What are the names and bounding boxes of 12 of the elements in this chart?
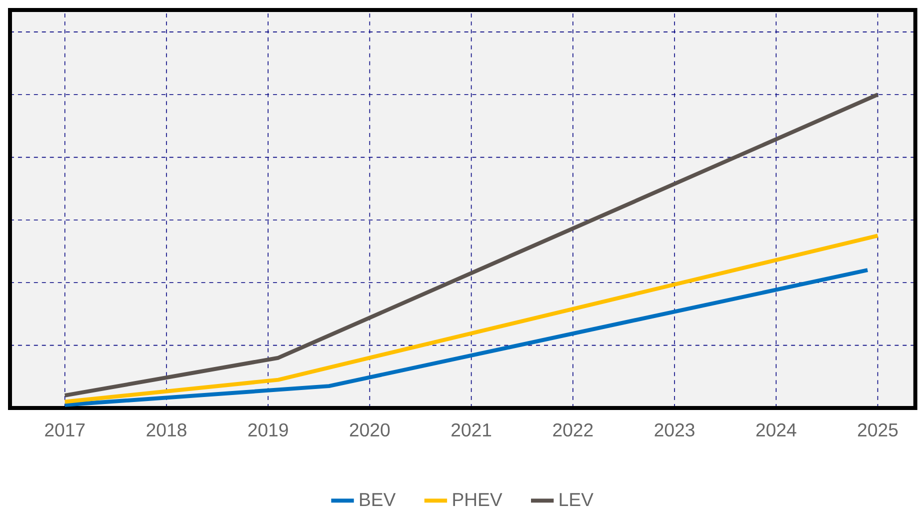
x-tick-label: 2019 xyxy=(248,423,288,437)
x-tick-label: 2024 xyxy=(756,423,796,437)
x-tick-label: 2020 xyxy=(350,423,390,437)
x-tick-label: 2025 xyxy=(858,423,898,437)
legend-label: BEV xyxy=(360,493,396,506)
legend-label: LEV xyxy=(560,493,594,506)
x-tick-label: 2023 xyxy=(654,423,694,437)
x-tick-label: 2022 xyxy=(553,423,593,437)
x-tick-label: 2021 xyxy=(452,423,492,437)
x-tick-label: 2018 xyxy=(146,423,186,437)
x-tick-label: 2017 xyxy=(45,423,85,437)
legend-label: PHEV xyxy=(453,493,502,506)
